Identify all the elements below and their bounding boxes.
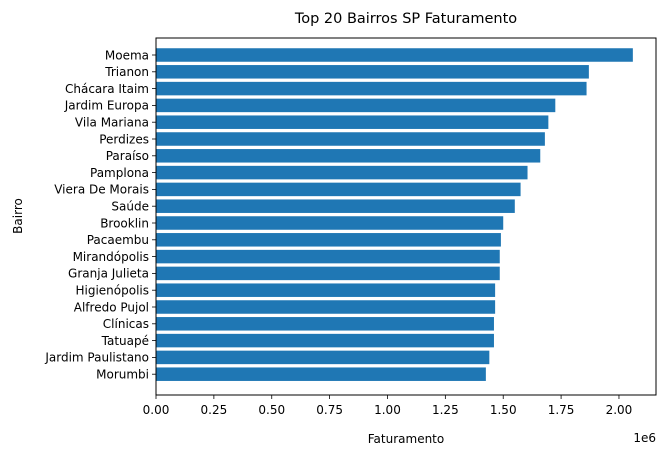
bar bbox=[156, 165, 528, 180]
plot-frame bbox=[155, 37, 657, 396]
x-tick-label: 0.50 bbox=[258, 403, 285, 417]
bar bbox=[156, 81, 587, 96]
bar bbox=[156, 300, 496, 314]
y-tick-label: Tatuapé bbox=[101, 334, 149, 348]
y-tick-label: Pamplona bbox=[90, 166, 149, 180]
y-tick-label: Jardim Paulistano bbox=[44, 351, 149, 365]
x-tick-label: 0.00 bbox=[143, 403, 170, 417]
bar bbox=[156, 350, 490, 365]
x-tick-label: 0.75 bbox=[316, 403, 343, 417]
x-tick-label: 1.00 bbox=[374, 403, 401, 417]
x-tick-label: 2.00 bbox=[606, 403, 633, 417]
bar bbox=[156, 283, 496, 297]
bar bbox=[156, 233, 501, 247]
y-tick-label: Saúde bbox=[111, 200, 149, 214]
y-tick-label: Jardim Europa bbox=[64, 99, 149, 113]
x-tick-label: 1.75 bbox=[548, 403, 575, 417]
bar bbox=[156, 367, 486, 381]
y-tick-label: Mirandópolis bbox=[73, 250, 149, 264]
x-tick-label: 0.25 bbox=[201, 403, 228, 417]
y-tick-label: Viera De Morais bbox=[54, 183, 149, 197]
y-tick-label: Chácara Itaim bbox=[65, 82, 149, 96]
y-tick-label: Alfredo Pujol bbox=[74, 300, 149, 314]
bar bbox=[156, 115, 549, 129]
x-axis-label: Faturamento bbox=[368, 432, 444, 446]
y-tick-label: Perdizes bbox=[99, 132, 149, 146]
chart-title: Top 20 Bairros SP Faturamento bbox=[294, 11, 517, 27]
bar bbox=[156, 132, 545, 146]
y-tick-label: Higienópolis bbox=[75, 284, 149, 298]
bar bbox=[156, 149, 541, 163]
y-tick-label: Morumbi bbox=[96, 368, 149, 382]
bar bbox=[156, 249, 500, 264]
y-tick-label: Granja Julieta bbox=[68, 267, 149, 281]
bar bbox=[156, 65, 589, 79]
y-tick-label: Trianon bbox=[104, 65, 149, 79]
bar bbox=[156, 182, 521, 197]
y-tick-label: Clínicas bbox=[103, 317, 149, 331]
bar bbox=[156, 216, 504, 230]
y-tick-label: Vila Mariana bbox=[75, 116, 149, 130]
y-tick-label: Pacaembu bbox=[87, 233, 149, 247]
bars-group bbox=[156, 48, 633, 381]
bar bbox=[156, 98, 556, 113]
y-tick-label: Brooklin bbox=[100, 216, 149, 230]
x-tick-label: 1.25 bbox=[432, 403, 459, 417]
bar bbox=[156, 48, 633, 62]
bar bbox=[156, 333, 494, 348]
y-tick-label: Paraíso bbox=[106, 149, 149, 163]
y-tick-labels: Moema Trianon Chácara Itaim Jardim Europa Vi… bbox=[44, 48, 156, 382]
y-tick-label: Moema bbox=[105, 48, 149, 62]
x-axis-offset-label: 1e6 bbox=[633, 431, 656, 445]
bar bbox=[156, 266, 500, 281]
x-tick-label: 1.50 bbox=[490, 403, 517, 417]
x-ticks: 0.00 0.25 0.50 0.75 1.00 1.25 1.50 1.75 2.00 bbox=[143, 395, 633, 417]
y-axis-label: Bairro bbox=[11, 198, 25, 234]
bar bbox=[156, 199, 515, 213]
bar bbox=[156, 317, 494, 331]
